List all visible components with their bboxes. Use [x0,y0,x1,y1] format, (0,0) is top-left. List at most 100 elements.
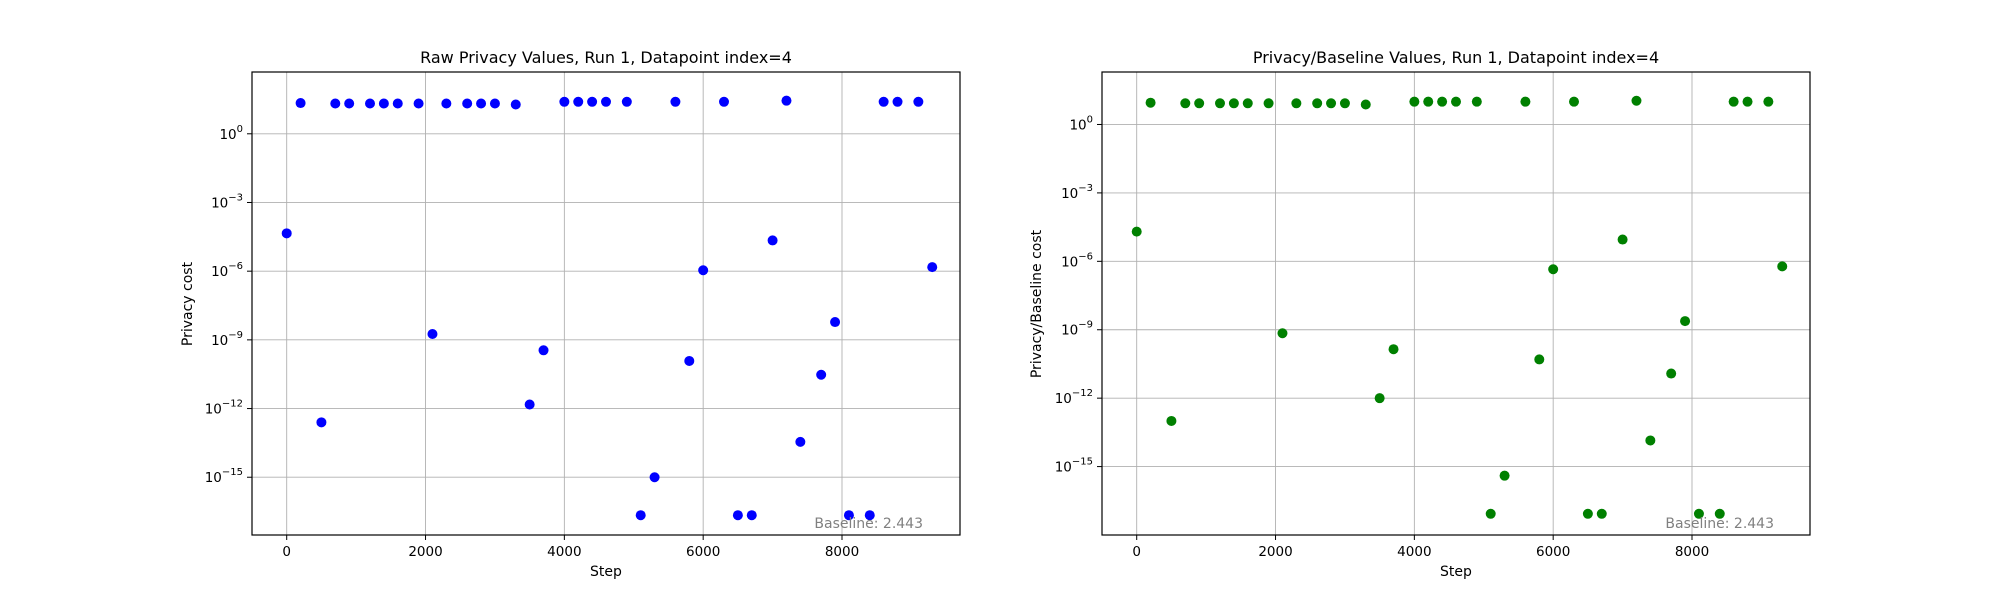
baseline-data-point [1742,96,1753,107]
baseline-data-point [1680,316,1691,327]
baseline-data-point [1617,234,1628,245]
raw-data-point [427,329,438,340]
raw-data-point [927,262,938,273]
baseline-data-point [1145,97,1156,108]
raw-chart-title: Raw Privacy Values, Run 1, Datapoint ind… [420,48,792,67]
raw-data-point [413,98,424,109]
raw-data-point [559,96,570,107]
raw-data-point [344,98,355,109]
baseline-data-point [1388,344,1399,355]
baseline-data-point [1242,98,1253,109]
raw-y-tick-label: 100 [219,124,243,143]
raw-data-point [462,98,473,109]
raw-data-point [913,96,924,107]
raw-data-point [892,96,903,107]
baseline-y-tick-label: 10−6 [1061,251,1093,270]
baseline-data-point [1548,264,1559,275]
raw-data-point [732,510,743,521]
raw-data-point [524,399,535,410]
raw-data-point [281,228,292,239]
baseline-data-point [1277,328,1288,339]
raw-data-point [746,510,757,521]
baseline-data-point [1180,98,1191,109]
privacy-baseline-chart: Privacy/Baseline Values, Run 1, Datapoin… [1029,48,1811,580]
raw-data-point [365,98,375,109]
raw-data-point [476,98,487,109]
raw-y-axis-label: Privacy cost [180,261,196,346]
baseline-data-point [1777,261,1788,272]
raw-y-tick-label: 10−3 [211,192,243,211]
raw-y-tick-label: 10−6 [211,261,243,280]
raw-data-point [392,98,403,109]
baseline-data-point [1166,415,1177,426]
raw-x-tick-label: 6000 [686,544,720,560]
raw-y-tick-label: 10−12 [205,399,243,418]
raw-data-point [378,98,389,109]
raw-data-point [295,98,306,109]
raw-data-point [635,510,646,521]
baseline-x-tick-label: 4000 [1397,544,1431,560]
baseline-data-point [1360,99,1371,110]
baseline-y-tick-label: 10−9 [1061,320,1093,339]
raw-data-point [795,436,806,447]
baseline-y-tick-label: 10−15 [1055,457,1093,476]
baseline-data-point [1520,96,1531,107]
raw-x-tick-label: 4000 [547,544,581,560]
raw-x-tick-label: 2000 [408,544,442,560]
raw-data-point [601,96,611,107]
baseline-data-point [1666,368,1677,379]
baseline-data-point [1291,98,1302,109]
raw-y-tick-label: 10−15 [205,467,243,486]
raw-x-tick-label: 0 [282,544,291,560]
raw-data-point [316,417,327,428]
baseline-data-point [1312,98,1323,109]
baseline-y-tick-label: 100 [1069,114,1093,133]
baseline-data-point [1215,98,1225,109]
raw-data-point [719,96,729,107]
raw-x-axis-label: Step [590,564,622,580]
baseline-x-axis-label: Step [1440,564,1472,580]
baseline-data-point [1645,435,1656,446]
raw-data-point [649,472,660,483]
raw-data-point [441,98,452,109]
raw-data-point [510,99,521,110]
raw-baseline-annotation: Baseline: 2.443 [814,516,923,532]
baseline-data-point [1409,96,1420,107]
raw-data-point [684,355,695,366]
raw-privacy-chart: Raw Privacy Values, Run 1, Datapoint ind… [180,48,961,580]
baseline-chart-title: Privacy/Baseline Values, Run 1, Datapoin… [1253,48,1659,67]
baseline-data-point [1131,226,1142,237]
baseline-data-point [1326,98,1337,109]
raw-data-point [781,95,792,106]
raw-data-point [587,96,598,107]
baseline-data-point [1714,508,1725,519]
raw-data-point [864,510,875,521]
baseline-y-tick-label: 10−12 [1055,388,1093,407]
baseline-plot-frame [1101,71,1811,536]
baseline-x-tick-label: 6000 [1536,544,1570,560]
baseline-data-point [1569,96,1579,107]
baseline-data-point [1631,95,1642,106]
raw-data-point [538,345,549,356]
baseline-data-point [1339,98,1350,109]
baseline-data-point [1194,98,1205,109]
raw-data-point [330,98,341,109]
raw-data-point [878,96,889,107]
baseline-data-point [1437,96,1448,107]
baseline-x-tick-label: 0 [1132,544,1141,560]
baseline-data-point [1374,393,1385,404]
baseline-data-point [1596,508,1607,519]
raw-data-point [621,96,632,107]
raw-data-point [843,510,854,521]
baseline-x-tick-label: 2000 [1258,544,1292,560]
baseline-data-point [1582,508,1593,519]
baseline-data-point [1728,96,1739,107]
raw-data-point [670,96,681,107]
raw-plot-frame [251,71,961,536]
baseline-data-point [1451,96,1461,107]
baseline-data-point [1228,98,1239,109]
raw-x-tick-label: 8000 [825,544,859,560]
baseline-data-point [1471,96,1482,107]
baseline-y-axis-label: Privacy/Baseline cost [1029,229,1045,378]
